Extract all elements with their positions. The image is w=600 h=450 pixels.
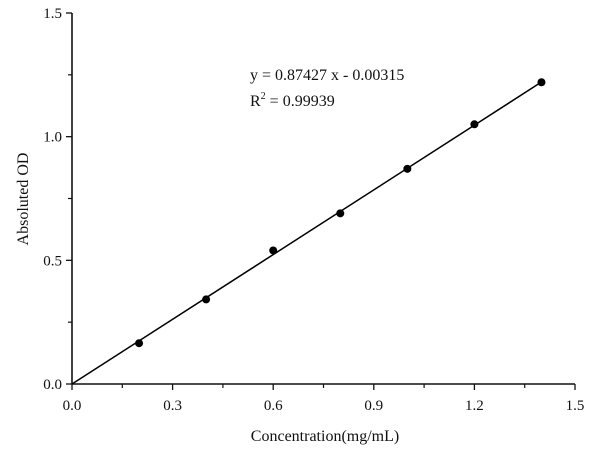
x-tick-label: 0.3 — [163, 398, 182, 414]
x-tick-label: 0.6 — [264, 398, 283, 414]
data-points — [135, 78, 546, 348]
y-tick-label: 1.0 — [43, 130, 62, 146]
data-point — [269, 246, 278, 255]
x-tick-label: 0.9 — [364, 398, 383, 414]
data-point — [403, 164, 412, 173]
data-point — [537, 78, 546, 87]
x-axis-label: Concentration(mg/mL) — [251, 428, 399, 445]
x-tick-label: 1.5 — [566, 398, 585, 414]
data-point — [470, 120, 479, 129]
y-tick-label: 1.5 — [43, 6, 62, 22]
data-point — [336, 209, 345, 218]
x-tick-label: 0.0 — [63, 398, 82, 414]
y-axis-label: Absoluted OD — [15, 153, 32, 246]
y-tick-label: 0.0 — [43, 377, 62, 393]
data-point — [202, 295, 211, 304]
data-point — [135, 339, 144, 348]
axes: 0.0 0.3 0.6 0.9 1.2 1.5 0.0 0.5 1.0 1.5 — [43, 6, 584, 414]
x-tick-label: 1.2 — [465, 398, 484, 414]
y-tick-label: 0.5 — [43, 253, 62, 269]
fit-line — [71, 81, 542, 385]
r-squared: R2 = 0.99939 — [250, 91, 335, 110]
fit-equation: y = 0.87427 x - 0.00315 — [250, 67, 404, 84]
